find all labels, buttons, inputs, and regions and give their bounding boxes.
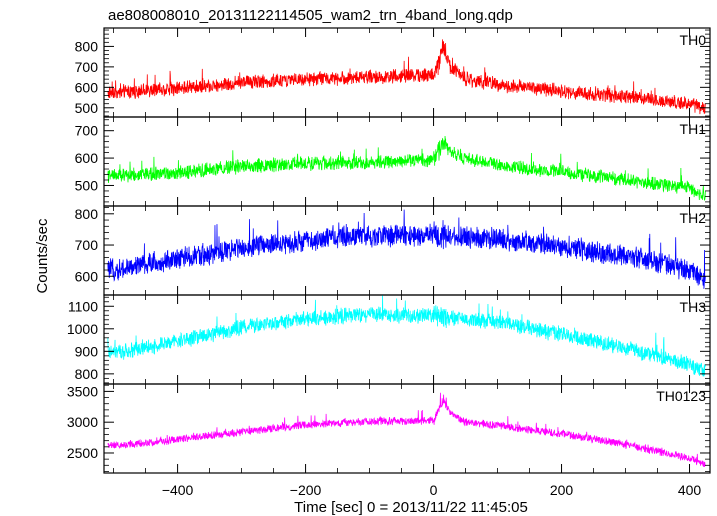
- panel-th3: 800 900 1000 1100 TH3: [67, 294, 711, 385]
- panel-label-th0: TH0: [680, 32, 707, 48]
- y-tick-label: 600: [75, 150, 99, 166]
- series-line-th2: [107, 209, 706, 289]
- panel-label-th3: TH3: [680, 299, 707, 315]
- y-tick-label: 3000: [67, 414, 98, 430]
- x-axis: −400 −200 0 200 400: [162, 482, 702, 498]
- panel-th1: 500 600 700 TH1: [75, 116, 711, 207]
- panel-label-th0123: TH0123: [656, 388, 706, 404]
- panel-th2: 600 700 800 TH2: [75, 205, 711, 296]
- panel-label-th2: TH2: [680, 210, 707, 226]
- y-tick-label: 600: [75, 79, 99, 95]
- x-tick-label: 200: [550, 482, 574, 498]
- y-tick-label: 700: [75, 59, 99, 75]
- series-line-th0123: [107, 392, 706, 467]
- y-tick-label: 900: [75, 343, 99, 359]
- series-line-th3: [107, 295, 706, 377]
- y-tick-label: 500: [75, 100, 99, 116]
- y-tick-label: 800: [75, 38, 99, 54]
- y-tick-label: 1100: [68, 298, 98, 314]
- panel-th0: 500 600 700 800 TH0: [75, 27, 711, 118]
- panel-th0123: 2500 3000 3500 TH0123: [67, 383, 711, 474]
- y-tick-label: 600: [75, 268, 99, 284]
- y-tick-label: 700: [75, 123, 99, 139]
- x-tick-label: −400: [162, 482, 194, 498]
- y-tick-label: 1000: [67, 321, 98, 337]
- x-tick-label: 0: [430, 482, 438, 498]
- x-tick-label: 400: [678, 482, 702, 498]
- y-tick-label: 800: [75, 366, 99, 382]
- y-tick-label: 2500: [67, 445, 98, 461]
- y-tick-label: 3500: [67, 383, 98, 399]
- chart-title: ae808008010_20131122114505_wam2_trn_4ban…: [108, 7, 513, 24]
- series-line-th1: [107, 135, 706, 201]
- series-line-th0: [107, 39, 706, 115]
- y-tick-label: 700: [75, 237, 99, 253]
- y-tick-label: 800: [75, 206, 99, 222]
- x-axis-label: Time [sec] 0 = 2013/11/22 11:45:05: [294, 499, 528, 516]
- y-tick-label: 500: [75, 177, 99, 193]
- panel-frame: [103, 383, 711, 474]
- x-tick-label: −200: [290, 482, 322, 498]
- panel-frame: [103, 294, 711, 385]
- panel-label-th1: TH1: [680, 121, 707, 137]
- y-axis-label: Counts/sec: [34, 218, 51, 294]
